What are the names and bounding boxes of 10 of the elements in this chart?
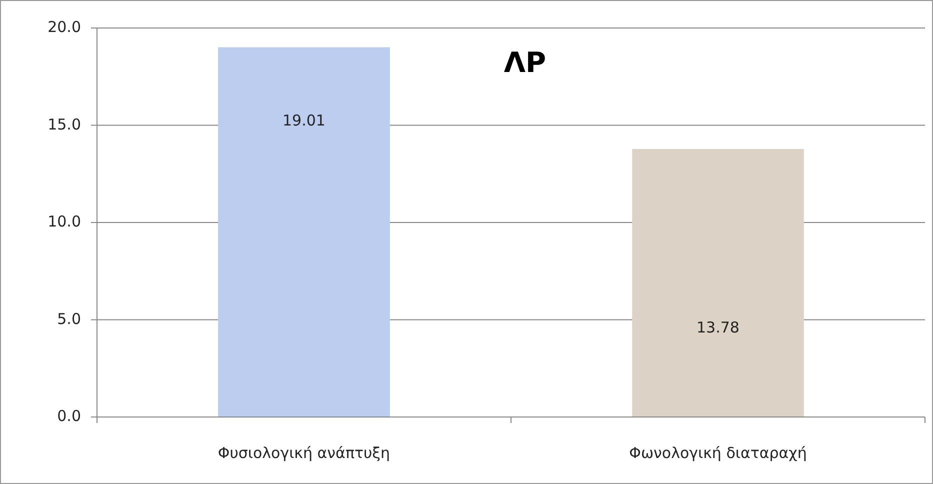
x-tick-label: Φυσιολογική ανάπτυξη	[218, 444, 390, 462]
text: ΛΡ	[504, 46, 546, 79]
data-label: 13.78	[696, 318, 740, 337]
y-tick-label: 0.0	[57, 407, 81, 426]
y-tick-label: 5.0	[57, 310, 81, 328]
data-label: 19.01	[282, 111, 326, 130]
y-tick-label: 10.0	[48, 212, 81, 231]
x-tick-label: Φωνολογική διαταραχή	[629, 444, 807, 462]
y-tick-label: 20.0	[48, 18, 81, 36]
y-tick-label: 15.0	[48, 115, 81, 134]
